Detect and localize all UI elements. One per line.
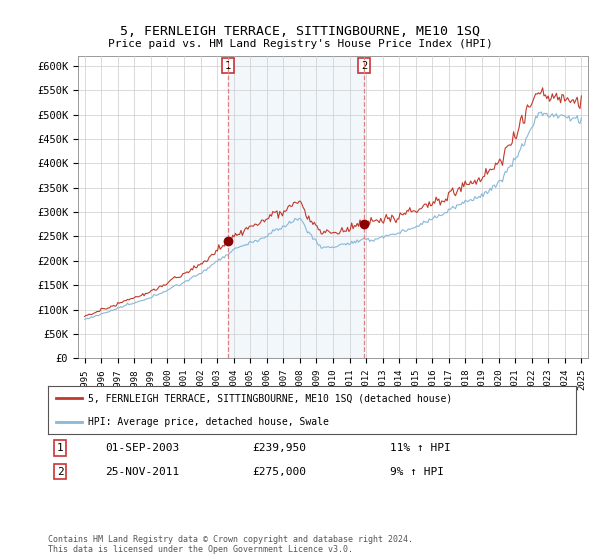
Text: Price paid vs. HM Land Registry's House Price Index (HPI): Price paid vs. HM Land Registry's House … [107,39,493,49]
Text: 5, FERNLEIGH TERRACE, SITTINGBOURNE, ME10 1SQ: 5, FERNLEIGH TERRACE, SITTINGBOURNE, ME1… [120,25,480,38]
Text: 01-SEP-2003: 01-SEP-2003 [105,443,179,453]
Text: 2: 2 [361,60,367,71]
Text: 1: 1 [225,60,232,71]
Text: HPI: Average price, detached house, Swale: HPI: Average price, detached house, Swal… [88,417,328,427]
Text: 9% ↑ HPI: 9% ↑ HPI [390,466,444,477]
Text: 2: 2 [56,466,64,477]
Text: £275,000: £275,000 [252,466,306,477]
Text: £239,950: £239,950 [252,443,306,453]
Text: 25-NOV-2011: 25-NOV-2011 [105,466,179,477]
Text: 5, FERNLEIGH TERRACE, SITTINGBOURNE, ME10 1SQ (detached house): 5, FERNLEIGH TERRACE, SITTINGBOURNE, ME1… [88,393,452,403]
Text: 1: 1 [56,443,64,453]
Text: 11% ↑ HPI: 11% ↑ HPI [390,443,451,453]
Text: Contains HM Land Registry data © Crown copyright and database right 2024.
This d: Contains HM Land Registry data © Crown c… [48,535,413,554]
Bar [228,56,364,358]
